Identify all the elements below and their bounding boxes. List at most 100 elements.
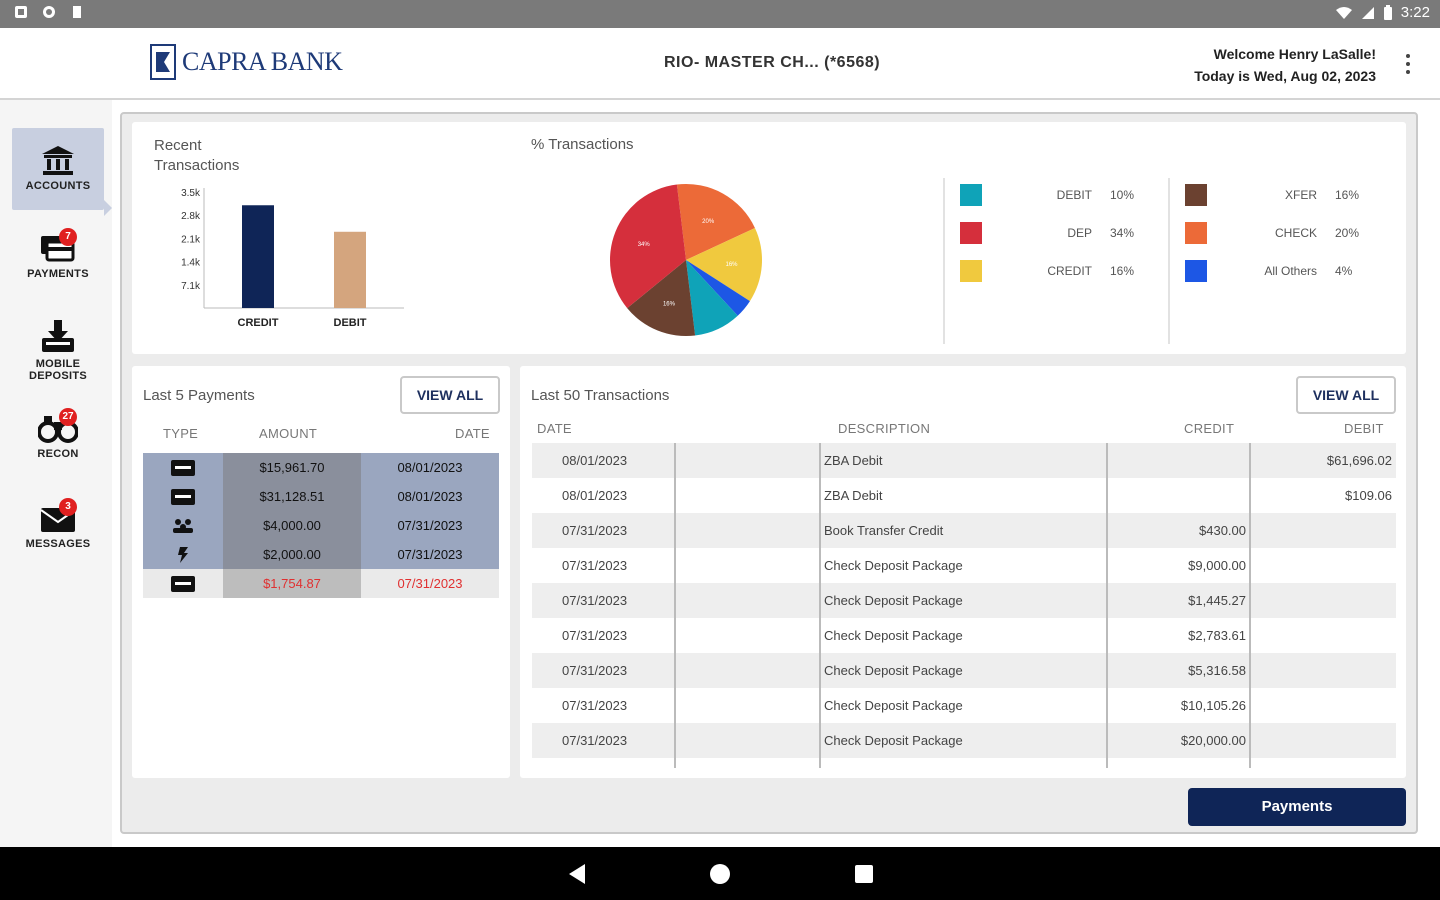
transactions-title: Last 50 Transactions bbox=[531, 387, 670, 404]
legend-item: DEBIT 10% bbox=[960, 184, 1140, 206]
tx-date: 07/31/2023 bbox=[562, 628, 628, 643]
transaction-row[interactable]: 07/31/2023 Check Deposit Package $5,316.… bbox=[532, 653, 1396, 688]
payments-button[interactable]: Payments bbox=[1188, 788, 1406, 826]
kebab-menu-icon[interactable] bbox=[1404, 54, 1412, 74]
sidebar-item-label: RECON bbox=[37, 448, 79, 460]
tx-description: ZBA Debit bbox=[824, 453, 883, 468]
transaction-row[interactable]: 07/31/2023 Check Deposit Package $10,105… bbox=[532, 688, 1396, 723]
legend-swatch bbox=[960, 184, 982, 206]
transaction-row[interactable]: 07/31/2023 Check Deposit Package $1,445.… bbox=[532, 583, 1396, 618]
date-text: Today is Wed, Aug 02, 2023 bbox=[1194, 68, 1376, 84]
payment-row[interactable]: $4,000.00 07/31/2023 bbox=[143, 511, 499, 540]
payment-row[interactable]: $2,000.00 07/31/2023 bbox=[143, 540, 499, 569]
tx-credit: $10,105.26 bbox=[1180, 698, 1246, 713]
payment-row[interactable]: $15,961.70 08/01/2023 bbox=[143, 453, 499, 482]
ach-icon bbox=[171, 576, 195, 592]
sidebar-item-label: PAYMENTS bbox=[27, 268, 89, 280]
battery-icon bbox=[1383, 4, 1392, 20]
tx-description: Check Deposit Package bbox=[824, 698, 963, 713]
pct-transactions-title: % Transactions bbox=[531, 136, 634, 153]
ach-icon bbox=[171, 460, 195, 476]
transaction-row[interactable]: 08/01/2023 ZBA Debit $61,696.02 bbox=[532, 443, 1396, 478]
legend-pct: 16% bbox=[1335, 188, 1360, 202]
sidebar-item-label: MESSAGES bbox=[25, 538, 91, 550]
sidebar-item-accounts[interactable]: ACCOUNTS bbox=[12, 128, 104, 210]
payment-row[interactable]: $1,754.87 07/31/2023 bbox=[143, 569, 499, 598]
tx-description: Check Deposit Package bbox=[824, 558, 963, 573]
y-tick-label: 2.8k bbox=[181, 211, 201, 222]
pie-slice-label: 34% bbox=[638, 242, 651, 248]
tx-col-credit: CREDIT bbox=[1184, 421, 1235, 436]
payment-amount: $4,000.00 bbox=[223, 511, 361, 540]
ach-icon bbox=[171, 489, 195, 505]
account-title[interactable]: RIO- MASTER CH... (*6568) bbox=[664, 54, 881, 71]
legend-swatch bbox=[1185, 184, 1207, 206]
messages-badge: 3 bbox=[59, 498, 77, 516]
recent-transactions-bar-chart: 3.5k 2.8k 2.1k 1.4k 7.1k CREDIT DEBIT bbox=[181, 188, 404, 329]
y-tick-label: 7.1k bbox=[181, 281, 201, 292]
pie-slice-label: 20% bbox=[702, 219, 715, 225]
payment-amount: $1,754.87 bbox=[223, 569, 361, 598]
transactions-view-all-button[interactable]: VIEW ALL bbox=[1296, 376, 1396, 414]
payment-row[interactable]: $31,128.51 08/01/2023 bbox=[143, 482, 499, 511]
payment-type-cell bbox=[143, 453, 223, 482]
tx-description: Check Deposit Package bbox=[824, 733, 963, 748]
back-icon[interactable] bbox=[567, 863, 587, 885]
tx-date: 08/01/2023 bbox=[562, 453, 628, 468]
pie-slice-dep[interactable] bbox=[610, 184, 686, 309]
y-tick-label: 3.5k bbox=[181, 188, 201, 199]
payment-date: 08/01/2023 bbox=[361, 453, 499, 482]
legend-label: CREDIT bbox=[1047, 264, 1092, 278]
sidebar-item-messages[interactable]: MESSAGES bbox=[12, 502, 104, 562]
sidebar-item-payments[interactable]: PAYMENTS bbox=[12, 232, 104, 292]
wifi-icon bbox=[1335, 6, 1352, 19]
payments-col-type: TYPE bbox=[163, 426, 199, 441]
sidebar-item-recon[interactable]: RECON bbox=[12, 412, 104, 472]
welcome-block: Welcome Henry LaSalle! Today is Wed, Aug… bbox=[1194, 43, 1376, 87]
pie-slice-all-others[interactable] bbox=[686, 260, 750, 316]
legend-item: DEP 34% bbox=[960, 222, 1140, 244]
recents-icon[interactable] bbox=[854, 864, 874, 884]
tx-date: 07/31/2023 bbox=[562, 523, 628, 538]
payment-amount: $15,961.70 bbox=[223, 453, 361, 482]
payments-view-all-button[interactable]: VIEW ALL bbox=[400, 376, 500, 414]
legend-label: DEBIT bbox=[1056, 188, 1092, 202]
tx-credit: $430.00 bbox=[1199, 523, 1246, 538]
bank-logo[interactable]: CAPRA BANK bbox=[150, 44, 343, 80]
pie-slice-debit[interactable] bbox=[686, 260, 738, 336]
transaction-row[interactable]: 07/31/2023 Check Deposit Package $2,783.… bbox=[532, 618, 1396, 653]
title-line2: Transactions bbox=[154, 157, 240, 174]
transaction-row[interactable]: 07/31/2023 Check Deposit Package $9,000.… bbox=[532, 548, 1396, 583]
tx-date: 07/31/2023 bbox=[562, 698, 628, 713]
legend-pct: 10% bbox=[1110, 188, 1135, 202]
legend-divider-1 bbox=[943, 178, 945, 344]
legend-label: XFER bbox=[1284, 188, 1317, 202]
bank-icon bbox=[42, 146, 74, 175]
tx-col-date: DATE bbox=[537, 421, 572, 436]
pie-slice-xfer[interactable] bbox=[627, 260, 696, 336]
home-icon[interactable] bbox=[709, 863, 731, 885]
legend-label: CHECK bbox=[1274, 226, 1317, 240]
legend-label: All Others bbox=[1264, 264, 1317, 278]
people-icon bbox=[173, 519, 193, 533]
transaction-row[interactable]: 07/31/2023 Check Deposit Package $20,000… bbox=[532, 723, 1396, 758]
lightning-icon bbox=[178, 547, 188, 563]
tx-credit: $20,000.00 bbox=[1180, 733, 1246, 748]
transactions-pie-chart: 20% 16% 16% 34% bbox=[610, 184, 762, 336]
sidebar-item-mobile-deposits[interactable]: MOBILE DEPOSITS bbox=[12, 320, 104, 386]
transaction-row[interactable]: 07/31/2023 Book Transfer Credit $430.00 bbox=[532, 513, 1396, 548]
recent-transactions-title: Recent Transactions bbox=[154, 136, 239, 176]
tx-description: ZBA Debit bbox=[824, 488, 883, 503]
transaction-row[interactable]: 08/01/2023 ZBA Debit $109.06 bbox=[532, 478, 1396, 513]
legend-divider-2 bbox=[1168, 178, 1170, 344]
tx-date: 07/31/2023 bbox=[562, 663, 628, 678]
pie-slice-credit[interactable] bbox=[686, 228, 762, 302]
payments-title: Last 5 Payments bbox=[143, 387, 255, 404]
tx-date: 07/31/2023 bbox=[562, 593, 628, 608]
pie-slice-check[interactable] bbox=[676, 184, 755, 260]
bar-credit[interactable] bbox=[242, 205, 274, 308]
pie-slice-label: 16% bbox=[725, 262, 738, 268]
bar-debit[interactable] bbox=[334, 231, 366, 308]
payment-date: 07/31/2023 bbox=[361, 569, 499, 598]
legend-swatch bbox=[960, 222, 982, 244]
